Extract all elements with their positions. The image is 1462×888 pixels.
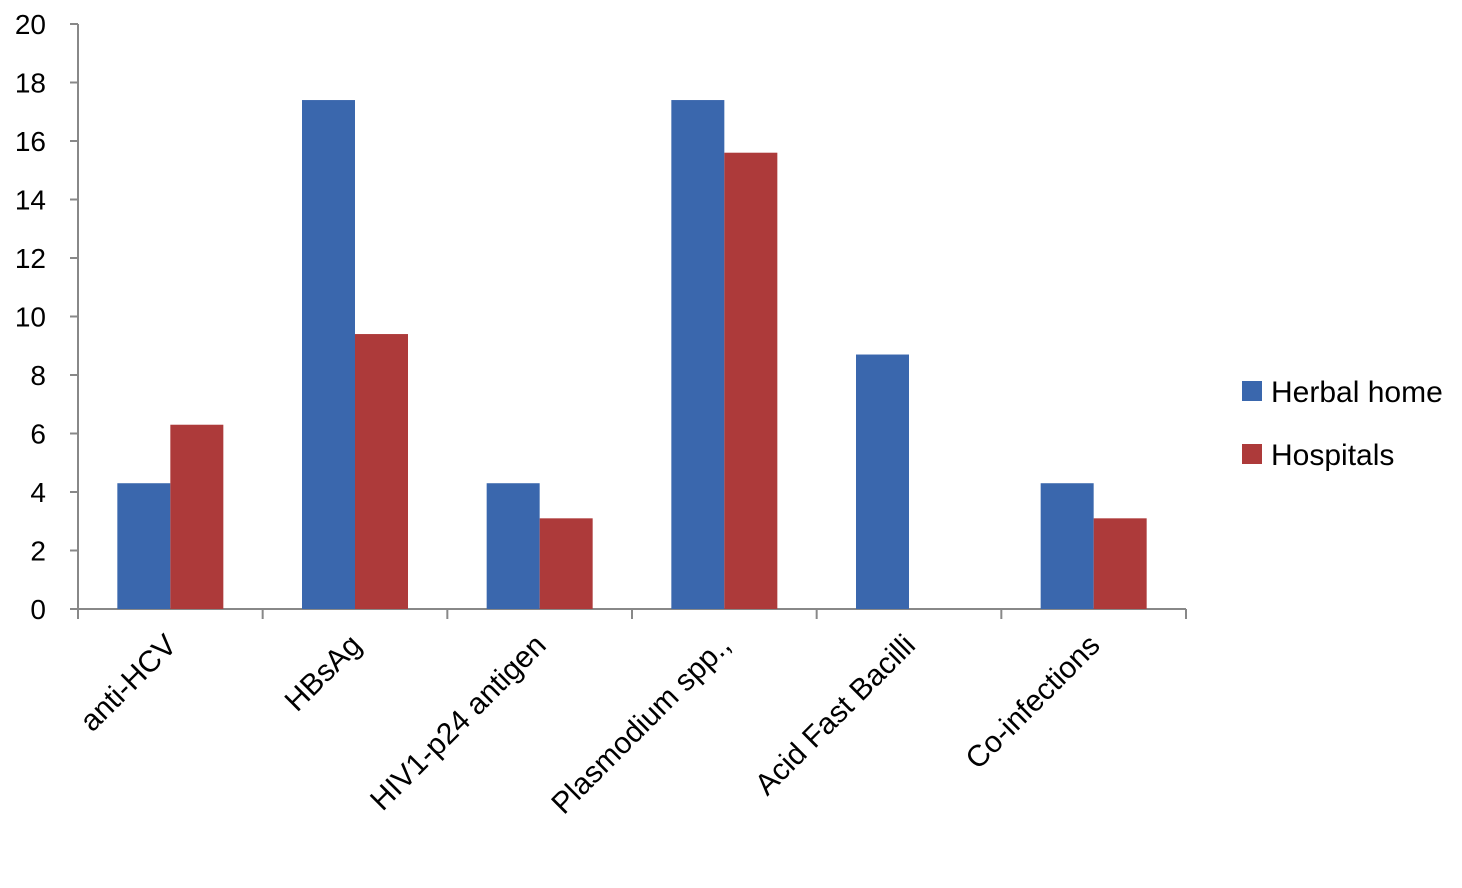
x-axis	[77, 608, 1187, 619]
y-tick-label: 8	[30, 360, 46, 391]
legend-label: Herbal home	[1271, 376, 1443, 409]
bar-herbal-home-0	[117, 483, 171, 609]
x-category-label: Plasmodium spp.,	[545, 629, 737, 821]
legend-label: Hospitals	[1271, 439, 1394, 472]
x-category-label: anti-HCV	[74, 629, 183, 738]
x-category-label: HIV1-p24 antigen	[364, 629, 552, 817]
bar-hospitals-5	[1093, 518, 1147, 609]
y-tick-label: 4	[30, 477, 46, 508]
bar-hospitals-3	[724, 152, 778, 609]
bars	[117, 100, 1147, 610]
bar-herbal-home-4	[856, 354, 909, 609]
y-tick-label: 18	[15, 68, 46, 99]
x-category-label: Co-infections	[959, 629, 1106, 776]
bar-herbal-home-5	[1040, 483, 1094, 609]
bar-hospitals-0	[170, 424, 224, 609]
legend: Herbal home Hospitals	[1242, 376, 1443, 472]
bar-herbal-home-3	[671, 100, 725, 610]
y-tick-label: 10	[15, 302, 46, 333]
y-tick-label: 6	[30, 419, 46, 450]
legend-swatch	[1242, 444, 1262, 464]
bar-hospitals-1	[355, 334, 408, 609]
legend-swatch	[1242, 381, 1262, 401]
y-tick-label: 0	[30, 594, 46, 625]
y-tick-label: 2	[30, 536, 46, 567]
y-tick-label: 12	[15, 243, 46, 274]
y-axis: 0 2 4 6 8 10 12 14 16 18 20	[15, 9, 79, 625]
y-tick-label: 20	[15, 9, 46, 40]
x-category-label: Acid Fast Bacilli	[749, 629, 922, 802]
x-category-label: HBsAg	[279, 629, 368, 718]
bar-herbal-home-2	[486, 483, 540, 609]
y-tick-label: 14	[15, 185, 46, 216]
bar-hospitals-2	[539, 518, 593, 609]
bar-herbal-home-1	[302, 100, 355, 610]
y-tick-label: 16	[15, 126, 46, 157]
